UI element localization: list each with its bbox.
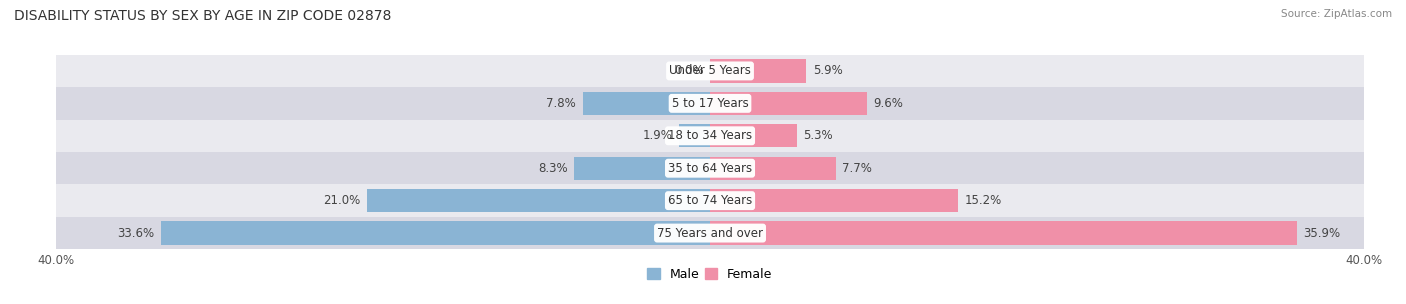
Bar [56, 152, 1364, 185]
Bar [56, 55, 1364, 87]
Bar [710, 189, 959, 212]
Text: DISABILITY STATUS BY SEX BY AGE IN ZIP CODE 02878: DISABILITY STATUS BY SEX BY AGE IN ZIP C… [14, 9, 391, 23]
Bar [56, 217, 1364, 249]
Text: 0.0%: 0.0% [673, 64, 703, 78]
Bar [160, 221, 710, 245]
Bar [710, 124, 797, 147]
Bar [367, 189, 710, 212]
Bar [56, 185, 1364, 217]
Bar [710, 221, 1296, 245]
Text: 21.0%: 21.0% [323, 194, 360, 207]
Text: 65 to 74 Years: 65 to 74 Years [668, 194, 752, 207]
Bar [575, 157, 710, 180]
Bar [582, 92, 710, 115]
Text: 75 Years and over: 75 Years and over [657, 226, 763, 240]
Text: 35.9%: 35.9% [1303, 226, 1340, 240]
Text: Under 5 Years: Under 5 Years [669, 64, 751, 78]
Text: 8.3%: 8.3% [538, 162, 568, 175]
Bar [679, 124, 710, 147]
Bar [56, 87, 1364, 119]
Text: 18 to 34 Years: 18 to 34 Years [668, 129, 752, 142]
Text: 5.9%: 5.9% [813, 64, 842, 78]
Text: 1.9%: 1.9% [643, 129, 672, 142]
Text: 5.3%: 5.3% [803, 129, 832, 142]
Bar [710, 59, 807, 83]
Text: 33.6%: 33.6% [117, 226, 155, 240]
Text: 7.7%: 7.7% [842, 162, 872, 175]
Text: 9.6%: 9.6% [873, 97, 903, 110]
Text: 7.8%: 7.8% [547, 97, 576, 110]
Bar [710, 92, 868, 115]
Text: 5 to 17 Years: 5 to 17 Years [672, 97, 748, 110]
Text: Source: ZipAtlas.com: Source: ZipAtlas.com [1281, 9, 1392, 19]
Text: 15.2%: 15.2% [965, 194, 1002, 207]
Bar [56, 119, 1364, 152]
Text: 35 to 64 Years: 35 to 64 Years [668, 162, 752, 175]
Bar [710, 157, 837, 180]
Legend: Male, Female: Male, Female [643, 263, 778, 286]
